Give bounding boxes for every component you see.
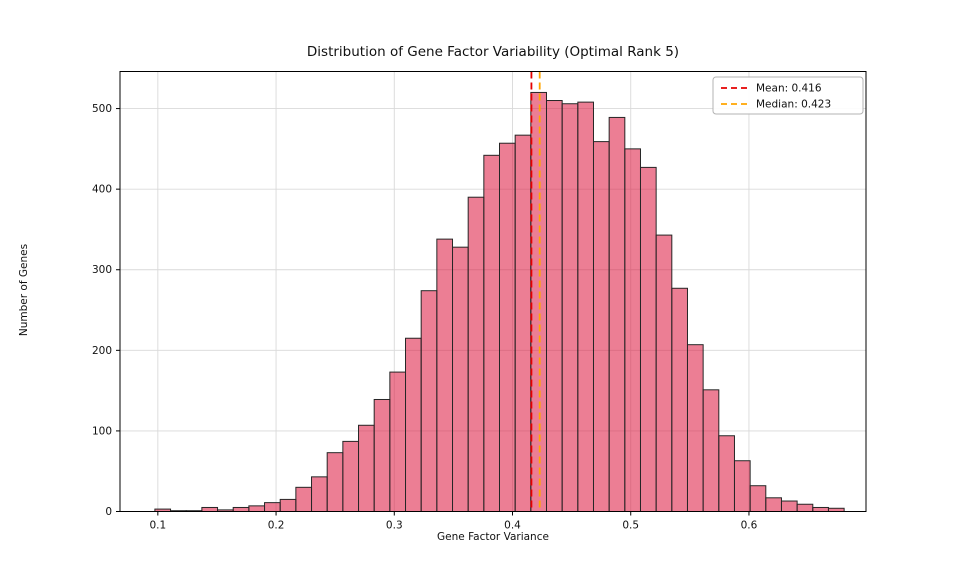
x-tick-label: 0.6 (741, 520, 758, 532)
histogram-bar (577, 101, 594, 512)
histogram-bar (796, 503, 814, 513)
histogram-bar (389, 371, 407, 513)
histogram-bar (686, 344, 704, 512)
histogram-bar (639, 166, 657, 512)
histogram-bar (232, 506, 250, 513)
x-tick-label: 0.2 (268, 520, 285, 532)
plot-border (119, 71, 867, 512)
histogram-bar (749, 485, 767, 513)
y-tick-label: 200 (92, 345, 112, 357)
y-tick-label: 400 (92, 184, 112, 196)
histogram-bar (624, 148, 641, 512)
histogram-bar (718, 435, 735, 512)
histogram-bar (765, 497, 782, 512)
histogram-bar (342, 440, 360, 512)
histogram-bar (514, 134, 532, 513)
histogram-bar (655, 234, 673, 512)
histogram-bar (405, 337, 422, 512)
histogram-bar (702, 389, 720, 513)
histogram-bar (326, 452, 344, 512)
chart-title: Distribution of Gene Factor Variability … (306, 44, 680, 60)
histogram-bar (264, 502, 281, 512)
histogram-bar (279, 498, 297, 512)
histogram-bar (436, 238, 454, 512)
histogram-bar (608, 116, 626, 513)
y-tick-label: 500 (92, 103, 112, 115)
x-tick-label: 0.3 (386, 520, 403, 532)
y-tick-label: 300 (92, 264, 112, 276)
histogram-bar (420, 290, 438, 513)
histogram-bar (561, 103, 579, 512)
x-tick-label: 0.4 (504, 520, 521, 532)
histogram-bar (311, 476, 328, 513)
histogram-bar (248, 505, 266, 513)
x-tick-label: 0.5 (622, 520, 639, 532)
histogram-bar (733, 460, 751, 513)
histogram-bar (812, 506, 829, 513)
histogram-bar (373, 398, 391, 512)
histogram-bar (671, 287, 688, 512)
histogram-bar (452, 246, 469, 513)
histogram-bar (295, 486, 313, 513)
y-axis-label: Number of Genes (18, 243, 30, 337)
histogram-bar (499, 142, 516, 512)
histogram-bar (467, 196, 485, 512)
histogram-bar (545, 100, 563, 512)
histogram-bar (780, 500, 798, 512)
histogram-bar (358, 424, 375, 512)
x-axis-label: Gene Factor Variance (437, 531, 549, 543)
legend-label: Mean: 0.416 (756, 83, 822, 95)
y-tick-label: 0 (105, 506, 112, 518)
x-tick-label: 0.1 (149, 520, 166, 532)
histogram-bar (201, 506, 219, 513)
y-tick-label: 100 (92, 425, 112, 437)
legend-label: Median: 0.423 (756, 99, 831, 111)
histogram-bar (530, 91, 547, 512)
legend-box (712, 76, 864, 115)
histogram-bar (592, 141, 610, 512)
histogram-bar (483, 154, 501, 513)
